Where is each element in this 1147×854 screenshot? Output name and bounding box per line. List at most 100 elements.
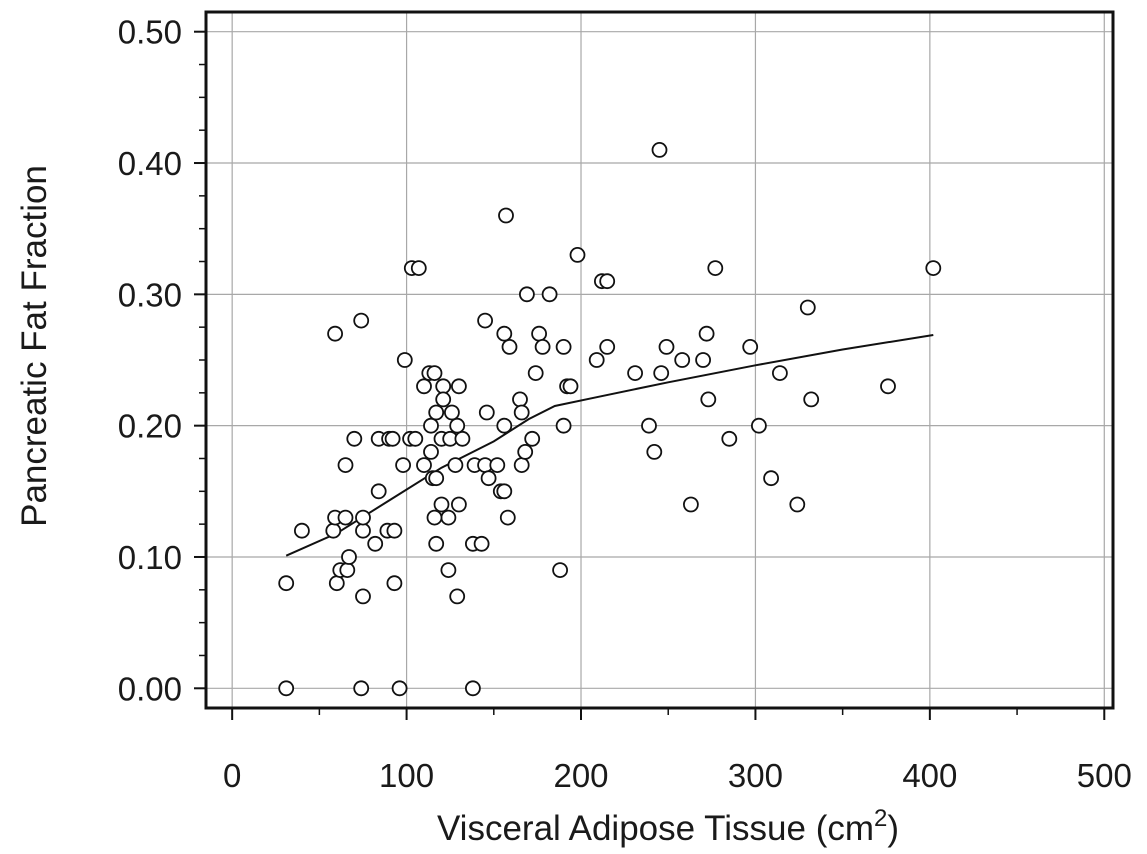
data-point bbox=[355, 522, 371, 539]
data-point bbox=[789, 496, 806, 513]
data-points bbox=[278, 141, 942, 697]
data-point bbox=[489, 457, 506, 474]
data-point bbox=[512, 391, 528, 408]
y-tick-label: 0.10 bbox=[118, 539, 182, 576]
y-tick-labels: 0.00 0.10 0.20 0.30 0.40 0.50 bbox=[118, 14, 182, 708]
data-point bbox=[337, 509, 354, 526]
data-point bbox=[562, 378, 579, 395]
data-point bbox=[477, 312, 494, 329]
data-point bbox=[707, 260, 724, 277]
data-point bbox=[480, 470, 497, 487]
data-point bbox=[454, 430, 471, 447]
x-tick-label: 0 bbox=[223, 757, 241, 794]
data-point bbox=[803, 391, 820, 408]
data-point bbox=[355, 588, 371, 605]
data-point bbox=[799, 299, 816, 316]
data-point bbox=[501, 338, 518, 355]
data-point bbox=[346, 430, 363, 447]
data-point bbox=[925, 260, 942, 277]
data-point bbox=[658, 338, 675, 355]
data-point bbox=[880, 378, 896, 395]
trend-line bbox=[285, 334, 934, 557]
data-point bbox=[588, 352, 605, 368]
data-point bbox=[410, 260, 427, 277]
data-point bbox=[278, 575, 295, 592]
data-point bbox=[325, 522, 342, 539]
data-point bbox=[327, 325, 344, 342]
data-point bbox=[428, 470, 445, 487]
data-point bbox=[763, 470, 779, 487]
data-point bbox=[440, 562, 457, 578]
data-point bbox=[651, 141, 668, 158]
y-tick-label: 0.50 bbox=[118, 14, 182, 51]
data-point bbox=[450, 496, 467, 513]
y-tick-label: 0.20 bbox=[118, 408, 182, 445]
data-point bbox=[426, 365, 443, 382]
data-point bbox=[353, 680, 370, 697]
x-axis-title-superscript: 2 bbox=[874, 805, 887, 832]
data-point bbox=[370, 483, 387, 500]
data-point bbox=[355, 509, 371, 526]
gridlines bbox=[206, 12, 1113, 708]
data-point bbox=[423, 443, 439, 460]
data-point bbox=[449, 588, 466, 605]
data-point bbox=[278, 680, 295, 697]
data-point bbox=[339, 562, 356, 578]
data-point bbox=[328, 575, 345, 592]
x-tick-label: 500 bbox=[1077, 757, 1132, 794]
data-point bbox=[367, 535, 384, 552]
data-point bbox=[353, 312, 370, 329]
y-tick-label: 0.00 bbox=[118, 670, 182, 707]
x-axis-title: Visceral Adipose Tissue (cm2) bbox=[437, 805, 899, 848]
data-point bbox=[449, 417, 466, 434]
x-tick-label: 100 bbox=[379, 757, 434, 794]
data-point bbox=[527, 365, 544, 382]
data-point bbox=[531, 325, 547, 342]
data-point bbox=[627, 365, 643, 382]
data-point bbox=[407, 430, 424, 447]
data-point bbox=[384, 430, 401, 447]
data-point bbox=[496, 325, 513, 342]
axis-ticks bbox=[194, 30, 1106, 720]
data-point bbox=[555, 338, 572, 355]
data-point bbox=[541, 286, 558, 303]
data-point bbox=[751, 417, 767, 434]
data-point bbox=[772, 365, 788, 382]
data-point bbox=[599, 273, 616, 290]
data-point bbox=[517, 443, 534, 460]
y-tick-label: 0.30 bbox=[118, 276, 182, 313]
x-tick-labels: 0 100 200 300 400 500 bbox=[223, 757, 1132, 794]
data-point bbox=[742, 338, 759, 355]
data-point bbox=[700, 391, 717, 408]
data-point bbox=[428, 404, 445, 421]
data-point bbox=[433, 496, 450, 513]
data-point bbox=[599, 338, 616, 355]
data-point bbox=[341, 549, 357, 565]
data-point bbox=[337, 457, 354, 474]
data-point bbox=[391, 680, 408, 697]
data-point bbox=[499, 509, 516, 526]
y-axis-title: Pancreatic Fat Fraction bbox=[15, 165, 54, 527]
data-point bbox=[513, 457, 530, 474]
data-point bbox=[569, 246, 586, 263]
data-point bbox=[423, 417, 439, 434]
data-point bbox=[396, 352, 413, 368]
x-axis-title-suffix: ) bbox=[887, 809, 899, 848]
data-point bbox=[428, 535, 445, 552]
data-point bbox=[641, 417, 657, 434]
data-point bbox=[416, 457, 432, 474]
data-point bbox=[519, 286, 535, 303]
x-tick-label: 400 bbox=[902, 757, 957, 794]
data-point bbox=[464, 680, 481, 697]
data-point bbox=[524, 430, 541, 447]
data-point bbox=[395, 457, 412, 474]
data-point bbox=[555, 417, 572, 434]
data-point bbox=[552, 562, 568, 578]
data-point bbox=[721, 430, 738, 447]
data-point bbox=[695, 352, 711, 368]
data-point bbox=[496, 417, 513, 434]
data-point bbox=[473, 535, 490, 552]
data-point bbox=[496, 483, 513, 500]
data-point bbox=[435, 378, 452, 395]
data-point bbox=[653, 365, 670, 382]
